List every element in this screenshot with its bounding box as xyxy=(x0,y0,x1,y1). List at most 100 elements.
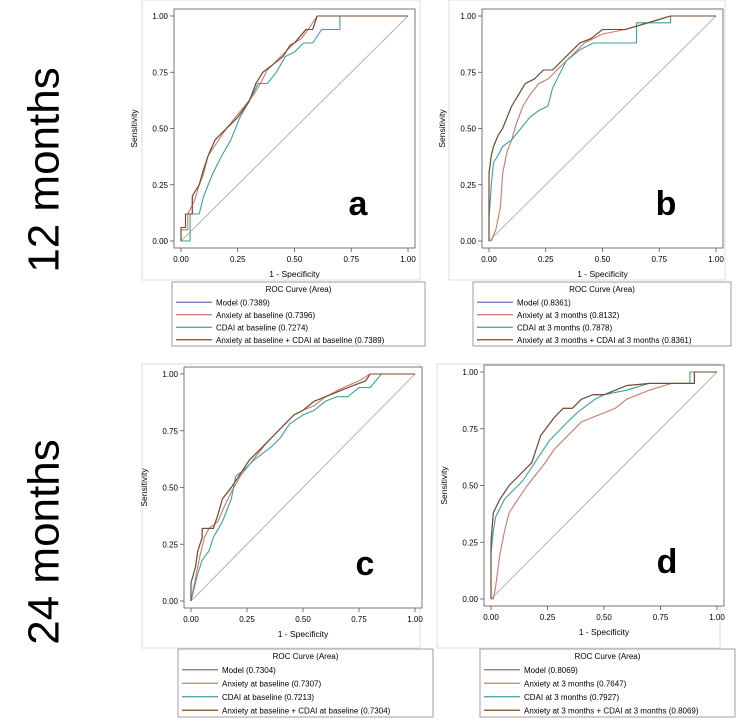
legend: ROC Curve (Area) Model (0.7304) Anxiety at… xyxy=(177,648,434,718)
legend-entry-label: CDAI at baseline (0.7274) xyxy=(216,323,308,332)
roc-panel-a: 0.00 0.25 0.50 0.75 1.00 0.00 0.25 0.50 0.75 1.00… xyxy=(129,0,426,347)
x-tick-label: 0.75 xyxy=(351,615,367,624)
x-tick-label: 0.50 xyxy=(295,615,311,624)
y-tick-label: 1.00 xyxy=(162,370,178,379)
y-tick-label: 0.00 xyxy=(152,237,168,246)
x-tick-label: 0.50 xyxy=(595,255,611,264)
legend: ROC Curve (Area) Model (0.7389) Anxiety at… xyxy=(171,281,426,347)
series-line-cdai xyxy=(181,15,408,242)
x-tick-label: 0.00 xyxy=(483,613,499,622)
series-line-cdai xyxy=(488,15,716,241)
series-line-anxiety xyxy=(180,15,408,241)
panel-letter: c xyxy=(356,545,375,583)
x-tick-label: 1.00 xyxy=(400,255,416,264)
series-line-combined xyxy=(490,371,717,599)
series-line-combined xyxy=(488,15,716,241)
y-axis-label: Sensitivity xyxy=(437,109,447,148)
legend-title: ROC Curve (Area) xyxy=(266,285,332,294)
x-tick-label: 0.25 xyxy=(540,613,556,622)
y-tick-label: 0.50 xyxy=(152,125,168,134)
legend-entry-label: Model (0.7304) xyxy=(222,666,276,675)
y-tick-label: 0.25 xyxy=(462,538,478,547)
x-tick-label: 0.00 xyxy=(173,255,189,264)
diagonal-reference-line xyxy=(490,371,718,600)
x-tick-label: 0.50 xyxy=(287,255,303,264)
panel-frame xyxy=(448,0,726,281)
x-tick-label: 0.75 xyxy=(651,255,667,264)
y-tick-label: 0.50 xyxy=(462,482,478,491)
legend-entry-label: Model (0.7389) xyxy=(216,298,270,307)
x-tick-label: 1.00 xyxy=(407,615,423,624)
series-line-anxiety xyxy=(491,371,717,600)
x-tick-label: 0.25 xyxy=(538,255,554,264)
legend-entry-label: CDAI at baseline (0.7213) xyxy=(222,693,314,702)
roc-panel-c: 0.00 0.25 0.50 0.75 1.00 0.00 0.25 0.50 0.75 1.00… xyxy=(139,363,434,718)
series-line-combined xyxy=(190,373,415,601)
legend-entry-label: Anxiety at baseline + CDAI at baseline (… xyxy=(222,706,391,715)
x-tick-label: 1.00 xyxy=(709,613,725,622)
diagonal-reference-line xyxy=(488,15,717,242)
legend: ROC Curve (Area) Model (0.8361) Anxiety at… xyxy=(472,281,732,347)
roc-panel-d: 0.00 0.25 0.50 0.75 1.00 0.00 0.25 0.50 0.75 1.00… xyxy=(436,363,736,718)
y-tick-label: 0.50 xyxy=(162,484,178,493)
legend-entry-label: Anxiety at baseline (0.7396) xyxy=(216,311,316,320)
y-tick-label: 1.00 xyxy=(460,12,476,21)
x-tick-label: 0.50 xyxy=(596,613,612,622)
panel-frame xyxy=(141,0,421,281)
legend-title: ROC Curve (Area) xyxy=(575,652,641,661)
x-axis-label: 1 - Specificity xyxy=(269,269,320,279)
legend-entry-label: Anxiety at baseline (0.7307) xyxy=(222,679,322,688)
series-line-combined xyxy=(180,15,408,241)
legend-box xyxy=(177,648,434,718)
x-tick-label: 0.75 xyxy=(653,613,669,622)
y-axis-label: Sensitivity xyxy=(439,466,449,505)
roc-panel-b: 0.00 0.25 0.50 0.75 1.00 0.00 0.25 0.50 0.75 1.00… xyxy=(437,0,732,347)
diagonal-reference-line xyxy=(190,373,416,602)
panel-letter: d xyxy=(657,543,678,581)
legend-title: ROC Curve (Area) xyxy=(569,285,635,294)
y-tick-label: 1.00 xyxy=(152,12,168,21)
legend-entry-label: Anxiety at 3 months (0.8132) xyxy=(517,311,620,320)
series-line-anxiety xyxy=(489,15,716,242)
legend-box xyxy=(479,648,736,718)
x-axis-label: 1 - Specificity xyxy=(579,627,630,637)
x-tick-label: 0.25 xyxy=(230,255,246,264)
legend-entry-label: Model (0.8069) xyxy=(524,666,578,675)
y-tick-label: 0.75 xyxy=(460,68,476,77)
x-tick-label: 0.25 xyxy=(239,615,255,624)
y-tick-label: 0.00 xyxy=(460,237,476,246)
y-tick-label: 0.25 xyxy=(162,540,178,549)
legend-box xyxy=(171,281,426,347)
diagonal-reference-line xyxy=(180,15,409,242)
legend-entry-label: Anxiety at 3 months (0.7647) xyxy=(524,679,627,688)
series-line-anxiety xyxy=(190,373,415,602)
x-axis-label: 1 - Specificity xyxy=(278,629,329,639)
legend-entry-label: CDAI at 3 months (0.7927) xyxy=(524,693,619,702)
y-tick-label: 1.00 xyxy=(462,368,478,377)
legend-entry-label: CDAI at 3 months (0.7878) xyxy=(517,323,612,332)
x-tick-label: 0.00 xyxy=(183,615,199,624)
y-tick-label: 0.25 xyxy=(152,181,168,190)
legend-box xyxy=(472,281,732,347)
legend-entry-label: Anxiety at 3 months + CDAI at 3 months (… xyxy=(524,706,699,715)
legend: ROC Curve (Area) Model (0.8069) Anxiety at… xyxy=(479,648,736,718)
panel-letter: a xyxy=(349,185,369,223)
legend-entry-label: Anxiety at baseline + CDAI at baseline (… xyxy=(216,336,385,345)
x-tick-label: 0.00 xyxy=(481,255,497,264)
y-tick-label: 0.00 xyxy=(462,595,478,604)
legend-entry-label: Anxiety at 3 months + CDAI at 3 months (… xyxy=(517,336,692,345)
legend-entry-label: Model (0.8361) xyxy=(517,298,571,307)
series-line-cdai xyxy=(190,373,415,602)
y-tick-label: 0.00 xyxy=(162,597,178,606)
y-axis-label: Sensitivity xyxy=(139,468,149,507)
y-tick-label: 0.25 xyxy=(460,181,476,190)
y-tick-label: 0.75 xyxy=(162,427,178,436)
y-tick-label: 0.75 xyxy=(462,425,478,434)
legend-title: ROC Curve (Area) xyxy=(273,652,339,661)
y-axis-label: Sensitivity xyxy=(129,109,139,148)
x-axis-label: 1 - Specificity xyxy=(577,269,628,279)
x-tick-label: 1.00 xyxy=(708,255,724,264)
y-tick-label: 0.75 xyxy=(152,68,168,77)
x-tick-label: 0.75 xyxy=(343,255,359,264)
